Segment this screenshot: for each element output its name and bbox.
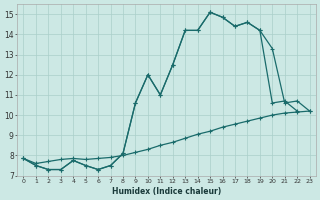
X-axis label: Humidex (Indice chaleur): Humidex (Indice chaleur) — [112, 187, 221, 196]
